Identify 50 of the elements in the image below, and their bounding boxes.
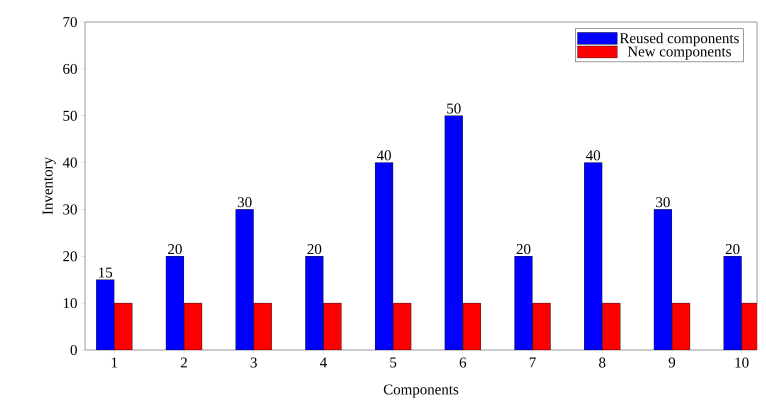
y-tick-label: 30	[63, 204, 77, 214]
y-tick-label: 40	[62, 158, 77, 168]
data-label: 20	[516, 244, 530, 254]
data-label: 30	[656, 197, 670, 208]
data-label: 15	[99, 268, 112, 278]
bar	[254, 302, 272, 350]
y-tick-label: 20	[63, 251, 77, 262]
y-tick-label: 0	[70, 344, 77, 356]
x-tick-label: 3	[250, 358, 257, 368]
bar	[602, 302, 620, 350]
legend-label: Reused components	[620, 32, 739, 46]
x-tick-label: 8	[599, 358, 606, 368]
x-tick-label: 2	[180, 358, 187, 368]
data-label: 50	[447, 103, 461, 114]
bar	[444, 116, 463, 350]
bar	[374, 162, 394, 350]
bar	[236, 209, 254, 350]
x-tick-label: 4	[320, 358, 327, 368]
bar	[166, 256, 184, 350]
bar	[672, 302, 690, 350]
x-tick-label: 9	[668, 358, 676, 368]
y-tick-label: 70	[64, 16, 77, 28]
x-axis-title: Components	[384, 384, 458, 398]
bar	[305, 256, 324, 350]
data-label: 20	[726, 244, 740, 254]
x-tick-label: 10	[736, 358, 749, 368]
bar	[654, 209, 672, 350]
data-label: 40	[376, 150, 391, 160]
bar	[96, 280, 114, 350]
data-label: 30	[238, 197, 252, 208]
bar	[514, 256, 533, 350]
x-tick-label: 5	[390, 358, 396, 368]
data-label: 20	[308, 244, 322, 254]
data-label: 20	[168, 244, 182, 254]
legend-label: New components	[628, 46, 731, 60]
x-tick-label: 1	[112, 358, 118, 368]
bar	[114, 302, 132, 350]
data-label: 40	[586, 150, 600, 160]
x-tick-label: 7	[530, 358, 536, 368]
bar	[323, 302, 342, 350]
y-tick-label: 50	[63, 110, 77, 121]
bar	[532, 302, 551, 350]
bar	[584, 162, 602, 350]
bar	[184, 302, 202, 350]
x-tick-label: 6	[460, 358, 466, 368]
y-axis-title: Inventory	[42, 157, 56, 215]
bar	[462, 302, 481, 350]
bar	[393, 302, 412, 350]
y-tick-label: 10	[64, 298, 77, 308]
y-tick-label: 60	[63, 64, 77, 74]
